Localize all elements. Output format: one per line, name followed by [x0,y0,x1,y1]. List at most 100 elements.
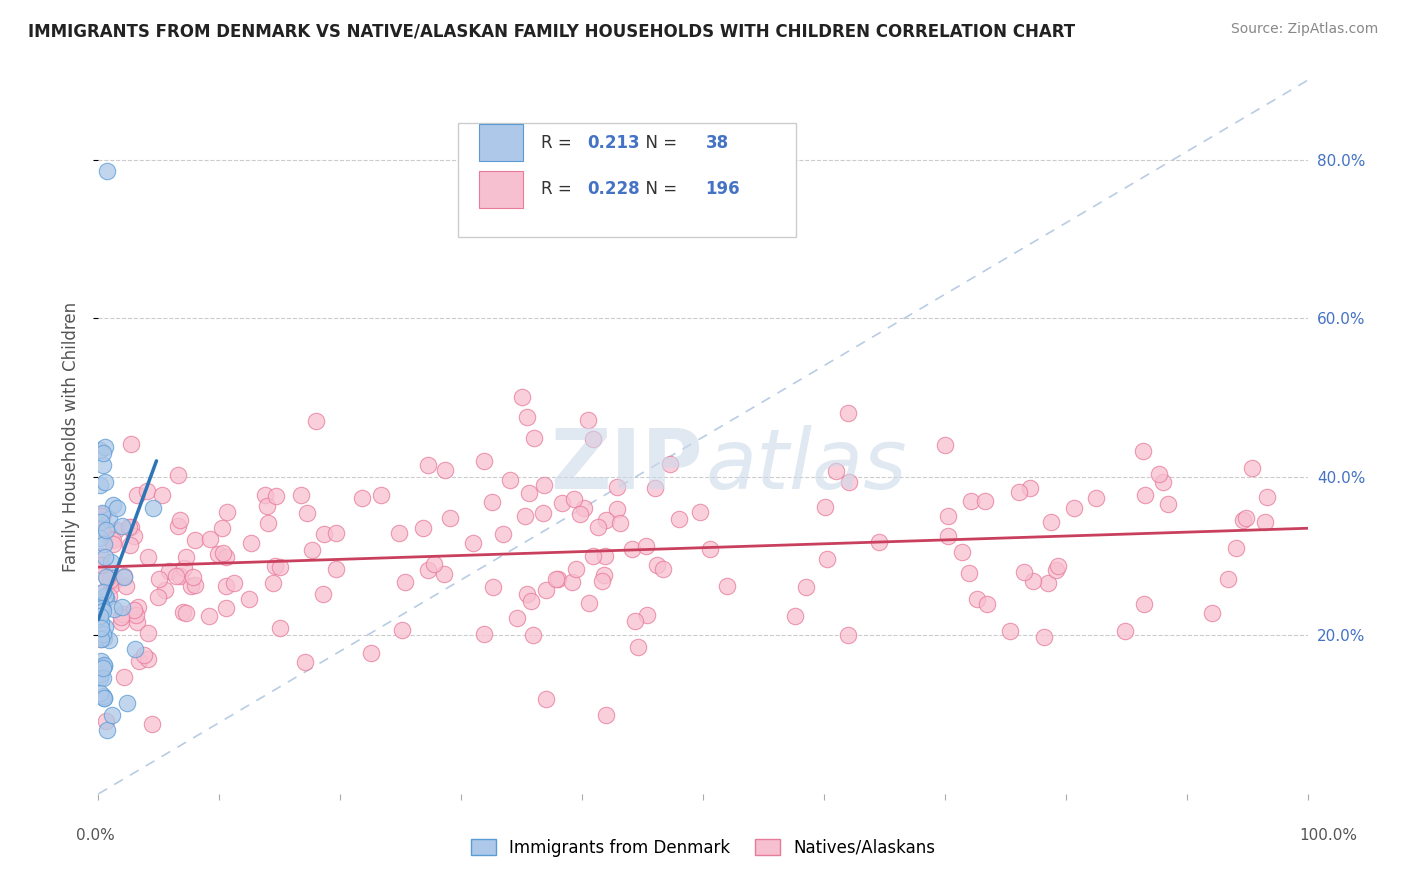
Point [91,600,114,615]
Point [294,656,316,670]
Point [165,569,187,583]
Point [416,564,439,578]
Text: N =: N = [636,134,683,152]
Point [593,549,616,564]
Point [238,592,260,607]
Point [124,603,146,617]
Point [546,573,568,587]
Point [93,627,115,641]
Point [825,464,848,478]
Point [91,509,114,524]
Point [89,443,111,458]
Point [115,579,138,593]
Text: 38: 38 [706,134,728,152]
Point [957,566,980,580]
Point [105,501,128,516]
Point [173,560,195,574]
Point [198,609,221,624]
Point [266,489,288,503]
Point [128,654,150,668]
Point [388,525,411,540]
Point [606,501,628,516]
Point [118,538,141,552]
Text: atlas: atlas [706,425,907,506]
Point [183,578,205,592]
Point [1232,513,1254,527]
Point [423,557,446,571]
Point [370,487,392,501]
Point [1036,576,1059,591]
Point [609,516,631,530]
Point [90,655,112,669]
Point [125,608,148,623]
Point [136,484,159,499]
Point [136,652,159,666]
Point [1133,488,1156,502]
Point [89,477,111,491]
Point [516,410,538,425]
Point [111,607,134,621]
Point [645,558,668,572]
Point [434,462,457,476]
Text: IMMIGRANTS FROM DENMARK VS NATIVE/ALASKAN FAMILY HOUSEHOLDS WITH CHILDREN CORREL: IMMIGRANTS FROM DENMARK VS NATIVE/ALASKA… [28,22,1076,40]
Point [153,582,176,597]
Point [1046,558,1069,573]
Point [96,571,118,585]
Point [90,621,112,635]
Point [516,587,538,601]
Point [305,414,328,428]
FancyBboxPatch shape [457,123,796,237]
Point [93,661,115,675]
Point [620,541,643,556]
Point [172,605,194,619]
Point [1021,574,1043,589]
Point [142,501,165,516]
Point [472,627,495,641]
Point [561,574,583,589]
Point [1234,511,1257,525]
Point [325,525,347,540]
Point [89,531,111,545]
Point [167,467,190,482]
Point [111,599,134,614]
Point [254,488,277,502]
Point [94,441,117,455]
Point [89,601,111,615]
Point [936,529,959,543]
Point [515,509,537,524]
Point [534,691,557,706]
Point [91,604,114,618]
Point [814,500,837,515]
Point [183,570,205,584]
Point [89,671,111,685]
Point [117,697,139,711]
Point [519,594,541,608]
Point [269,621,291,635]
Point [120,520,142,534]
Point [578,596,600,610]
Point [606,480,628,494]
Y-axis label: Family Households with Children: Family Households with Children [62,302,80,572]
Point [93,658,115,673]
Point [90,667,112,681]
Point [93,690,115,705]
Point [103,602,125,616]
Point [90,516,112,530]
Point [91,689,114,703]
Point [96,723,118,737]
Point [418,458,440,472]
Point [138,549,160,564]
FancyBboxPatch shape [479,171,523,208]
Point [297,506,319,520]
Point [176,549,198,564]
Point [1007,484,1029,499]
Point [936,509,959,524]
Point [222,576,245,591]
Point [492,527,515,541]
Point [576,413,599,427]
Point [98,590,121,604]
Point [1147,467,1170,482]
Point [93,585,115,599]
Point [94,569,117,583]
Point [127,615,149,630]
